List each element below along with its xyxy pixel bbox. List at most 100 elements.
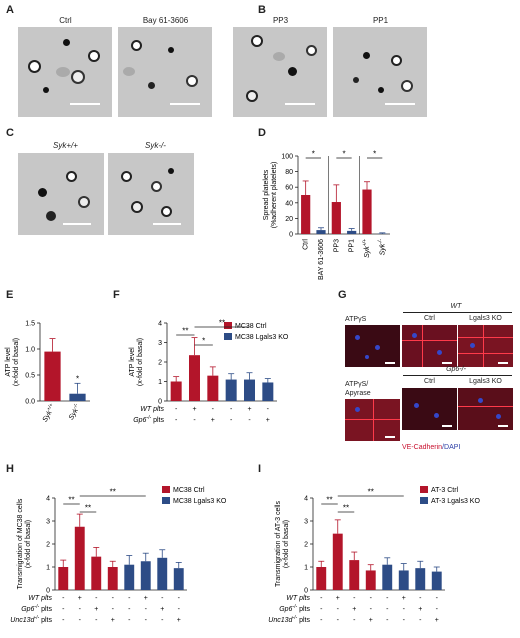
significance-marker: **: [110, 488, 116, 497]
panel-label-a: A: [6, 4, 14, 16]
bar: [349, 560, 360, 590]
g-row1-group-line: [403, 312, 512, 313]
condition-mark: -: [145, 606, 148, 613]
chart-f: 0 1 2 3 4 ATP level (x-fold of basal) MC38 Ctrl…: [129, 319, 289, 425]
panel-label-d: D: [258, 127, 266, 139]
condition-mark: -: [337, 617, 340, 624]
bar: [140, 561, 151, 590]
x-tick-label: Syk-/-: [377, 239, 386, 256]
y-tick-label: 1: [304, 565, 308, 572]
y-axis-label: Transmigration of AT-3 cells: [275, 501, 282, 587]
condition-mark: -: [128, 606, 131, 613]
condition-mark: -: [161, 617, 164, 624]
condition-mark: -: [95, 595, 98, 602]
significance-marker: **: [68, 496, 74, 505]
condition-mark: -: [128, 617, 131, 624]
condition-mark: -: [230, 417, 233, 424]
y-axis-label: (x-fold of basal): [283, 520, 290, 568]
legend-swatch: [224, 333, 232, 340]
bar: [301, 195, 311, 234]
significance-marker: *: [342, 150, 345, 159]
bar: [170, 381, 182, 401]
condition-mark: -: [175, 406, 178, 413]
significance-marker: **: [368, 488, 374, 497]
x-tick-label: Syk+/+: [40, 402, 57, 423]
legend-label: MC38 Lgals3 KO: [235, 334, 289, 341]
bar: [365, 570, 376, 590]
condition-mark: -: [62, 595, 65, 602]
condition-mark: -: [419, 617, 422, 624]
condition-mark: +: [144, 595, 148, 602]
condition-mark: -: [248, 417, 251, 424]
bar: [262, 382, 274, 401]
condition-mark: -: [403, 606, 406, 613]
condition-mark: -: [320, 617, 323, 624]
bar: [207, 375, 219, 401]
y-axis-label: (x-fold of basal): [137, 338, 144, 386]
condition-mark: -: [178, 595, 181, 602]
y-tick-label: 60: [285, 185, 293, 192]
y-tick-label: 2: [46, 542, 50, 549]
condition-mark: +: [247, 406, 251, 413]
condition-mark: -: [403, 617, 406, 624]
condition-mark: +: [336, 595, 340, 602]
bar: [331, 202, 341, 234]
y-tick-label: 2: [158, 360, 162, 367]
condition-mark: -: [436, 606, 439, 613]
bar: [173, 568, 184, 590]
y-tick-label: 40: [285, 200, 293, 207]
condition-mark: -: [320, 606, 323, 613]
g-row1-col-ctrl: Ctrl: [424, 315, 435, 322]
bar: [431, 571, 442, 590]
legend-label: AT-3 Lgals3 KO: [431, 498, 480, 505]
condition-mark: -: [320, 595, 323, 602]
bar: [124, 564, 135, 590]
fluorescence-image-apyrase: [345, 399, 400, 441]
fluorescence-image-gp6-ctrl: [402, 388, 457, 430]
condition-mark: -: [386, 617, 389, 624]
g-row2-left-label-2: Apyrase: [345, 390, 371, 397]
g-legend: VE-Cadherin/DAPI: [402, 444, 460, 451]
condition-mark: -: [370, 606, 373, 613]
legend-label: MC38 Ctrl: [173, 487, 205, 494]
condition-mark: +: [418, 606, 422, 613]
bar: [189, 355, 200, 401]
chart-i: 0 1 2 3 4 Transmigration of AT-3 cells (x-fold…: [268, 486, 480, 624]
condition-mark: -: [212, 406, 215, 413]
significance-marker: *: [202, 337, 205, 346]
y-tick-label: 3: [46, 519, 50, 526]
condition-mark: -: [436, 595, 439, 602]
condition-mark: +: [177, 617, 181, 624]
panel-label-b: B: [258, 4, 266, 16]
y-tick-label: 100: [281, 154, 293, 161]
caption-bay: Bay 61-3606: [142, 16, 189, 25]
condition-mark: +: [160, 606, 164, 613]
condition-mark: -: [128, 595, 131, 602]
significance-marker: *: [312, 150, 315, 159]
bar: [244, 379, 255, 401]
panel-label-f: F: [113, 289, 120, 301]
g-row2-group-line: [403, 375, 512, 376]
condition-mark: +: [369, 617, 373, 624]
y-tick-label: 3: [304, 519, 308, 526]
y-tick-label: 0.0: [25, 399, 35, 406]
legend-swatch: [224, 322, 232, 329]
fluorescence-image-gp6-ko: [458, 388, 513, 430]
y-axis-label: Transmigration of MC38 cells: [17, 498, 24, 589]
micrograph-pp3: [233, 27, 327, 117]
significance-marker: **: [326, 496, 332, 505]
g-row2-group: Gp6-/-: [446, 366, 466, 373]
condition-mark: +: [435, 617, 439, 624]
condition-mark: -: [95, 617, 98, 624]
micrograph-bay: [118, 27, 212, 117]
condition-mark: -: [178, 606, 181, 613]
condition-label: WT plts: [28, 595, 52, 602]
condition-mark: +: [211, 417, 215, 424]
caption-pp1: PP1: [372, 16, 389, 25]
condition-mark: -: [79, 617, 82, 624]
micrograph-ctrl: [18, 27, 112, 117]
panel-label-c: C: [6, 127, 14, 139]
micrograph-syk-ko: [108, 153, 194, 235]
fluorescence-image-wt-ko: [458, 325, 513, 367]
legend-label: MC38 Lgals3 KO: [173, 498, 227, 505]
